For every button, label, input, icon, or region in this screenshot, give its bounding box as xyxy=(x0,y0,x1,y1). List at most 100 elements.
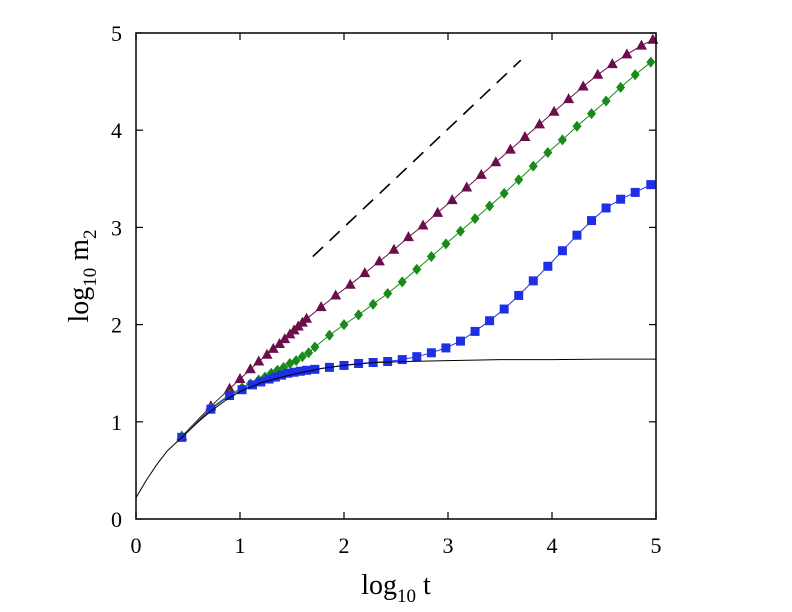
data-point-diamond xyxy=(528,160,538,172)
data-point-diamond xyxy=(291,355,301,367)
data-point-diamond xyxy=(426,251,436,263)
data-point-triangle xyxy=(330,289,342,300)
data-point-square xyxy=(470,326,480,336)
data-point-triangle xyxy=(519,131,531,142)
data-point-diamond xyxy=(616,81,626,93)
x-tick-label: 1 xyxy=(235,533,246,558)
data-point-triangle xyxy=(417,219,429,230)
data-point-diamond xyxy=(383,287,393,299)
data-point-square xyxy=(557,246,567,256)
x-tick-label: 2 xyxy=(339,533,350,558)
series-none-3 xyxy=(135,358,656,498)
data-point-square xyxy=(289,367,299,377)
data-point-diamond xyxy=(601,95,611,107)
y-tick-label: 0 xyxy=(111,507,122,532)
y-tick-label: 5 xyxy=(111,21,122,46)
y-axis-label-subscript-2: 2 xyxy=(80,229,101,239)
data-point-square xyxy=(206,404,216,414)
data-point-triangle xyxy=(267,342,279,353)
data-point-diamond xyxy=(368,298,378,310)
data-point-square xyxy=(237,385,247,395)
data-point-triangle xyxy=(359,267,371,278)
data-point-triangle xyxy=(504,143,516,154)
series-none-4 xyxy=(312,59,522,258)
data-point-triangle xyxy=(373,255,385,266)
data-point-diamond xyxy=(572,120,582,132)
data-point-square xyxy=(514,290,524,300)
x-axis-label-rest: t xyxy=(416,570,431,601)
data-point-triangle xyxy=(548,105,560,116)
data-point-square xyxy=(441,343,451,353)
data-point-diamond xyxy=(297,351,307,363)
data-point-diamond xyxy=(339,319,349,331)
x-axis-label-base: log xyxy=(361,570,397,601)
data-point-square xyxy=(601,203,611,213)
y-tick-label: 2 xyxy=(111,313,122,338)
series-square-2 xyxy=(177,180,656,442)
data-point-triangle xyxy=(402,231,414,242)
y-tick-label: 4 xyxy=(111,118,122,143)
series-line xyxy=(135,358,656,498)
data-point-square xyxy=(646,180,656,190)
data-point-triangle xyxy=(388,243,400,254)
data-point-triangle xyxy=(475,168,487,179)
data-point-diamond xyxy=(514,174,524,186)
data-point-square xyxy=(225,391,235,401)
data-point-diamond xyxy=(304,347,314,359)
data-point-triangle xyxy=(461,181,473,192)
data-point-triangle xyxy=(563,93,575,104)
x-tick-label: 5 xyxy=(651,533,662,558)
data-point-triangle xyxy=(592,68,604,79)
x-tick-label: 4 xyxy=(547,533,558,558)
data-point-triangle xyxy=(301,312,313,323)
data-point-square xyxy=(426,348,436,358)
data-point-square xyxy=(630,187,640,197)
series-line xyxy=(181,39,654,437)
data-point-square xyxy=(528,276,538,286)
data-point-diamond xyxy=(397,276,407,288)
data-point-diamond xyxy=(470,213,480,225)
data-point-triangle xyxy=(432,206,444,217)
data-point-square xyxy=(354,358,364,368)
data-point-square xyxy=(383,357,393,367)
y-tick-label: 1 xyxy=(111,410,122,435)
data-point-triangle xyxy=(490,156,502,167)
data-point-triangle xyxy=(244,363,256,374)
data-point-square xyxy=(572,230,582,240)
axis-ticks: 0 1 2 3 4 5 0 1 2 3 4 5 xyxy=(111,21,662,558)
data-point-diamond xyxy=(441,238,451,250)
y-axis-label-rest: m xyxy=(64,239,95,268)
data-point-diamond xyxy=(354,309,364,321)
data-point-triangle xyxy=(534,118,546,129)
y-axis-label-subscript: 10 xyxy=(80,268,101,287)
data-point-diamond xyxy=(557,134,567,146)
x-axis-label-subscript: 10 xyxy=(397,586,416,607)
data-point-triangle xyxy=(635,39,647,50)
data-point-square xyxy=(270,372,280,382)
data-point-square xyxy=(397,355,407,365)
data-point-square xyxy=(499,304,509,314)
series-line xyxy=(181,61,652,437)
data-point-square xyxy=(412,352,422,362)
data-point-diamond xyxy=(587,108,597,120)
data-point-triangle xyxy=(315,301,327,312)
data-point-diamond xyxy=(310,341,320,353)
data-point-triangle xyxy=(224,382,236,393)
data-point-triangle xyxy=(261,348,273,359)
plot-frame xyxy=(135,32,657,520)
data-point-square xyxy=(302,365,312,375)
data-point-square xyxy=(587,216,597,226)
data-point-diamond xyxy=(455,225,465,237)
data-point-square xyxy=(455,336,465,346)
data-point-diamond xyxy=(630,69,640,81)
x-tick-label: 3 xyxy=(443,533,454,558)
data-point-square xyxy=(247,380,257,390)
x-axis-label: log10 t xyxy=(361,570,431,607)
data-point-diamond xyxy=(324,329,334,341)
data-point-square xyxy=(277,370,287,380)
data-point-square xyxy=(283,368,293,378)
data-point-triangle xyxy=(621,48,633,59)
y-tick-label: 3 xyxy=(111,215,122,240)
data-point-triangle xyxy=(577,80,589,91)
